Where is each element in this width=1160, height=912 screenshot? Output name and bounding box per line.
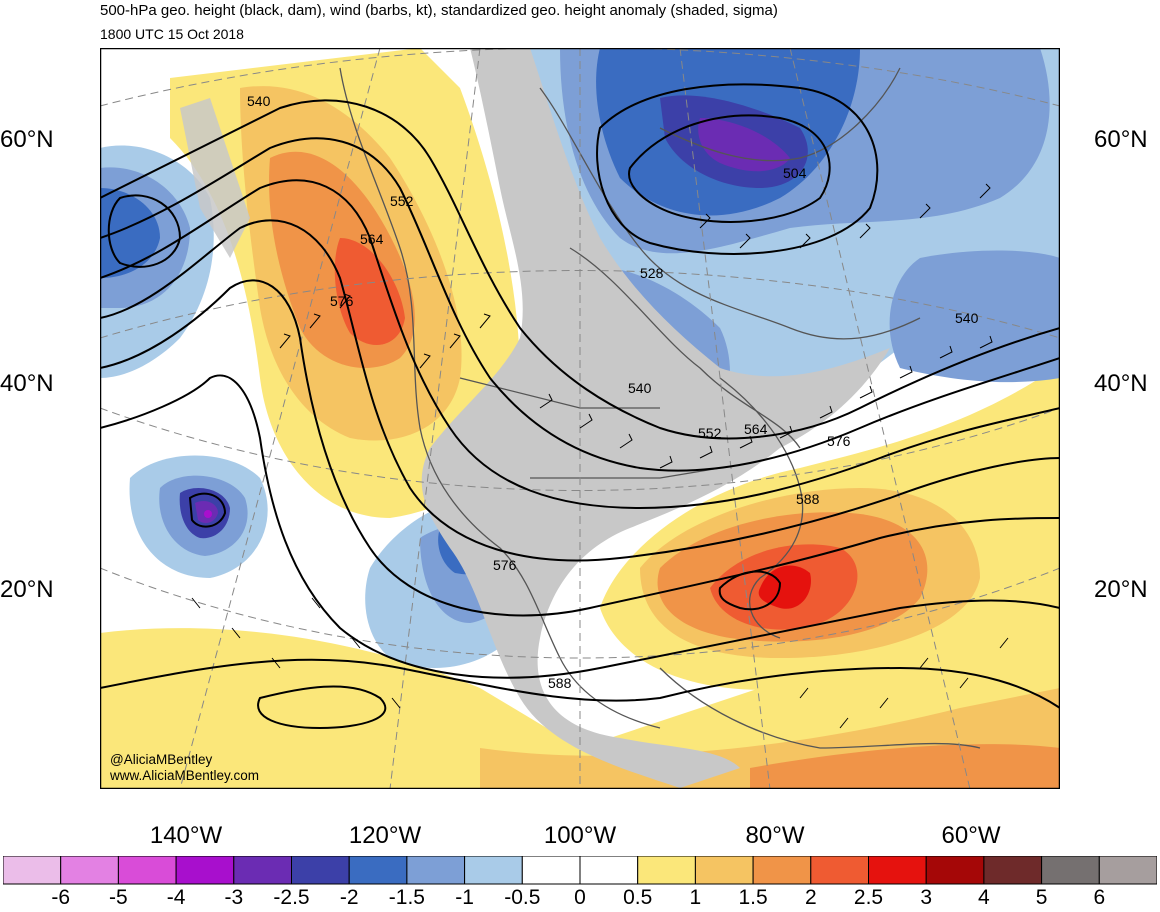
- contour-label: 528: [640, 265, 664, 281]
- colorbar-swatch: [464, 856, 523, 885]
- colorbar: [3, 856, 1157, 885]
- colorbar-tick-label: 3: [920, 886, 933, 909]
- contour-label: 588: [796, 491, 820, 507]
- colorbar-swatch: [1098, 856, 1157, 885]
- colorbar-swatch: [175, 856, 235, 885]
- lat-label-20n-right: 20°N: [1094, 576, 1148, 603]
- colorbar-swatch: [348, 856, 408, 885]
- lat-label-40n-right: 40°N: [1094, 370, 1148, 397]
- colorbar-tick-label: -6: [51, 886, 71, 909]
- colorbar-tick-label: -3: [224, 886, 244, 909]
- colorbar-swatch: [925, 856, 985, 885]
- contour-label: 504: [783, 165, 807, 181]
- credit-website: www.AliciaMBentley.com: [110, 768, 260, 783]
- contour-label: 588: [548, 675, 572, 691]
- contour-label: 564: [360, 231, 384, 247]
- colorbar-tick-label: 4: [978, 886, 990, 909]
- weather-map: 540 552 564 576 504 528 540 540 552 564 …: [100, 48, 1060, 789]
- colorbar-swatch: [117, 856, 177, 885]
- contour-label: 576: [330, 293, 354, 309]
- valid-time: 1800 UTC 15 Oct 2018: [100, 26, 244, 42]
- colorbar-tick-label: 1.5: [738, 886, 768, 909]
- contour-label: 540: [247, 93, 271, 109]
- colorbar-swatch: [637, 856, 696, 885]
- lat-label-60n-right: 60°N: [1094, 126, 1148, 153]
- contour-label: 564: [744, 421, 768, 437]
- colorbar-swatch: [868, 856, 927, 885]
- lon-label-100w: 100°W: [543, 822, 617, 849]
- lat-label-20n-left: 20°N: [0, 576, 54, 603]
- credit-handle: @AliciaMBentley: [110, 752, 213, 767]
- lat-label-40n-left: 40°N: [0, 370, 54, 397]
- colorbar-swatch: [579, 856, 639, 885]
- colorbar-swatch: [406, 856, 466, 885]
- contour-label: 540: [955, 310, 979, 326]
- map-title: 500-hPa geo. height (black, dam), wind (…: [100, 2, 778, 19]
- colorbar-tick-label: -1.5: [388, 886, 425, 909]
- colorbar-swatch: [752, 856, 812, 885]
- colorbar-tick-label: 5: [1035, 886, 1048, 909]
- lon-label-60w: 60°W: [941, 822, 1001, 849]
- colorbar-swatch: [233, 856, 293, 885]
- colorbar-tick-label: -1: [455, 886, 474, 909]
- colorbar-tick-label: -2.5: [273, 886, 310, 909]
- contour-label: 552: [390, 193, 414, 209]
- colorbar-tick-label: -0.5: [504, 886, 541, 909]
- colorbar-tick-label: -2: [339, 886, 359, 909]
- lon-label-80w: 80°W: [745, 822, 805, 849]
- colorbar-swatch: [60, 856, 119, 885]
- colorbar-tick-label: 0: [574, 886, 586, 909]
- contour-label: 576: [493, 557, 517, 573]
- lat-label-60n-left: 60°N: [0, 126, 54, 153]
- colorbar-swatch: [521, 856, 581, 885]
- colorbar-swatch: [810, 856, 869, 885]
- contour-label: 576: [827, 433, 851, 449]
- colorbar-swatch: [983, 856, 1043, 885]
- lon-label-140w: 140°W: [149, 822, 223, 849]
- lon-label-120w: 120°W: [348, 822, 422, 849]
- colorbar-swatch: [694, 856, 754, 885]
- colorbar-swatch: [1041, 856, 1100, 885]
- colorbar-tick-label: -4: [166, 886, 186, 909]
- colorbar-tick-label: 2.5: [853, 886, 884, 909]
- colorbar-swatch: [3, 856, 62, 885]
- colorbar-tick-label: 2: [804, 886, 817, 909]
- colorbar-tick-label: 6: [1093, 886, 1106, 909]
- colorbar-tick-label: -5: [109, 886, 128, 909]
- colorbar-tick-label: 1: [689, 886, 702, 909]
- contour-label: 552: [698, 425, 722, 441]
- contour-label: 540: [628, 380, 652, 396]
- colorbar-swatch: [291, 856, 350, 885]
- colorbar-tick-label: 0.5: [623, 886, 653, 909]
